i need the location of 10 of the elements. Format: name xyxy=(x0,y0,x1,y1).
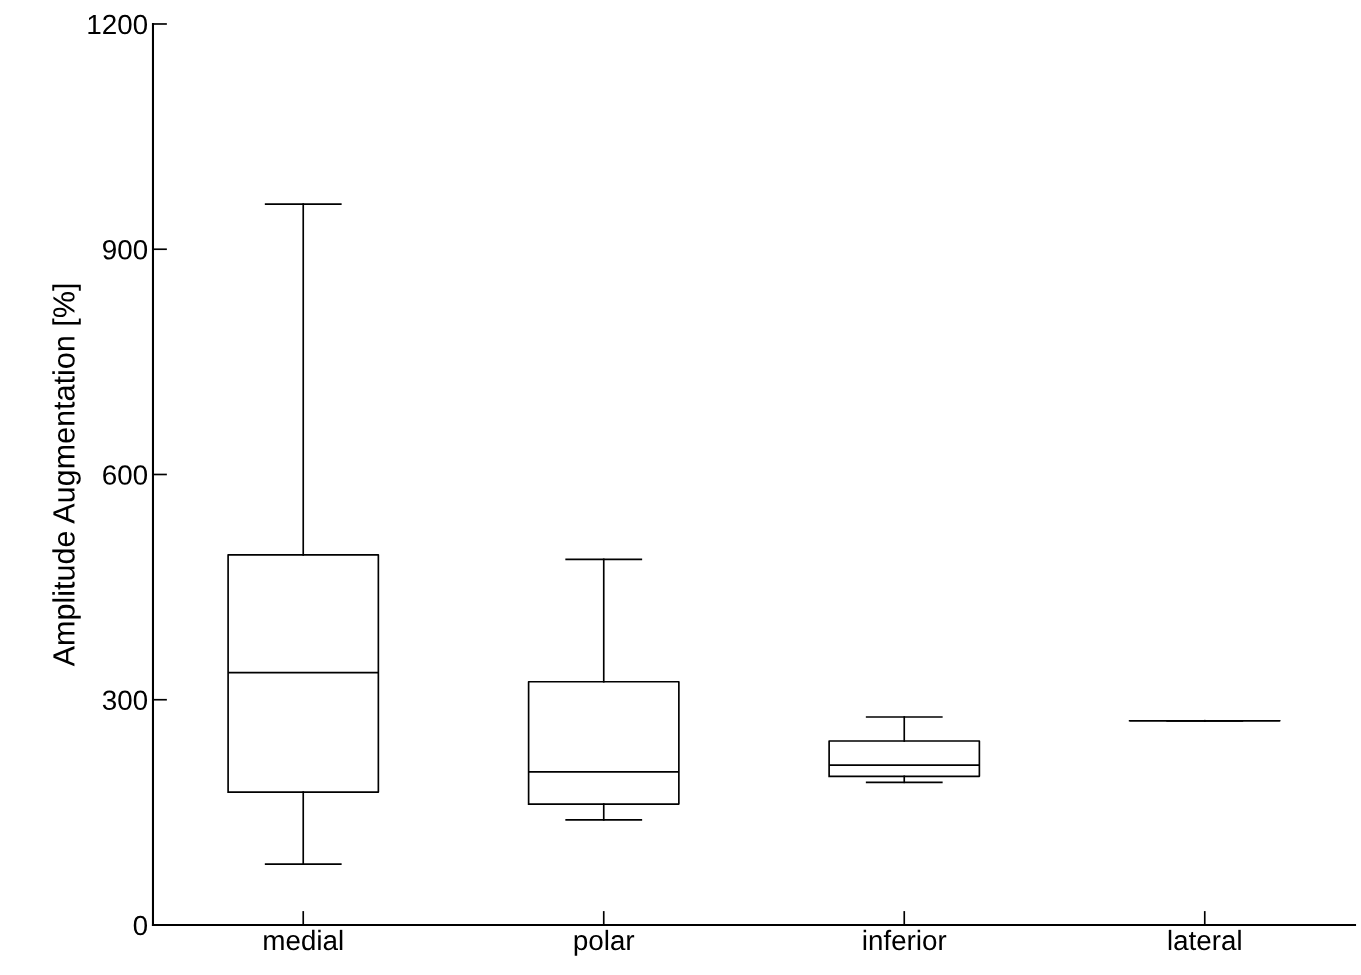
y-tick-label: 0 xyxy=(133,915,148,936)
y-tick-label: 900 xyxy=(103,239,148,260)
y-axis-title: Amplitude Augmentation [%] xyxy=(52,284,81,667)
y-tick-label: 1200 xyxy=(88,14,148,35)
y-tick-label: 300 xyxy=(102,690,148,711)
x-tick-label: lateral xyxy=(1168,929,1241,951)
y-tick-label: 600 xyxy=(103,465,148,485)
x-tick-label: polar xyxy=(574,929,635,956)
x-tick-label: medial xyxy=(264,929,343,951)
x-tick-label: inferior xyxy=(863,929,947,951)
